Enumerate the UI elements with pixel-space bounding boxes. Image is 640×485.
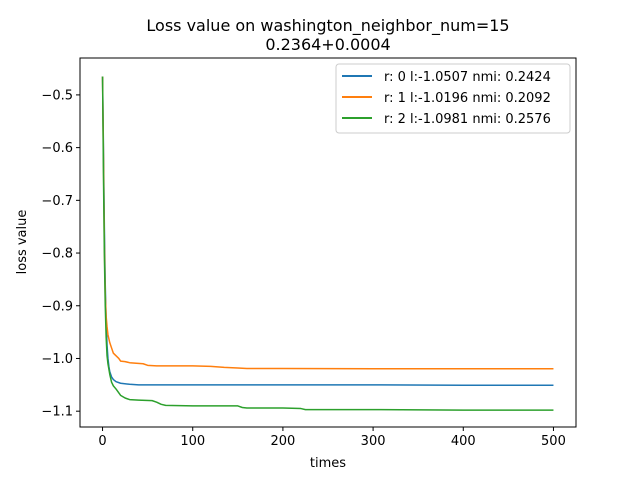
legend-label-series-1: r: 1 l:-1.0196 nmi: 0.2092 [384, 91, 551, 106]
plot-frame [79, 57, 577, 428]
axis-ticks: 0 100 200 300 400 500 −0.5 −0.6 −0.7 −0.8 −0.9 −1.0… [41, 88, 565, 449]
x-tick-label: 500 [541, 434, 566, 449]
chart-title: Loss value on washington_neighbor_num=15 [146, 16, 509, 36]
chart-subtitle: 0.2364+0.0004 [265, 35, 390, 54]
y-tick-label: −0.7 [41, 194, 73, 209]
y-tick-label: −1.0 [41, 352, 73, 367]
x-axis-label: times [310, 456, 346, 471]
x-tick-label: 400 [451, 434, 476, 449]
y-tick-label: −1.1 [41, 405, 73, 420]
plot-area [101, 76, 554, 411]
legend-label-series-0: r: 0 l:-1.0507 nmi: 0.2424 [384, 70, 551, 85]
y-tick-label: −0.9 [41, 299, 73, 314]
x-tick-label: 0 [98, 434, 106, 449]
x-tick-label: 300 [361, 434, 386, 449]
legend: r: 0 l:-1.0507 nmi: 0.2424 r: 1 l:-1.019… [335, 63, 571, 134]
legend-label-series-2: r: 2 l:-1.0981 nmi: 0.2576 [384, 112, 551, 127]
legend-box [335, 63, 571, 134]
y-axis-label: loss value [15, 210, 30, 275]
series-line-2 [101, 76, 554, 411]
y-tick-label: −0.8 [41, 247, 73, 262]
x-tick-label: 200 [270, 434, 295, 449]
y-tick-label: −0.5 [41, 88, 73, 103]
y-tick-label: −0.6 [41, 141, 73, 156]
x-tick-label: 100 [180, 434, 205, 449]
series-line-1 [101, 76, 554, 370]
